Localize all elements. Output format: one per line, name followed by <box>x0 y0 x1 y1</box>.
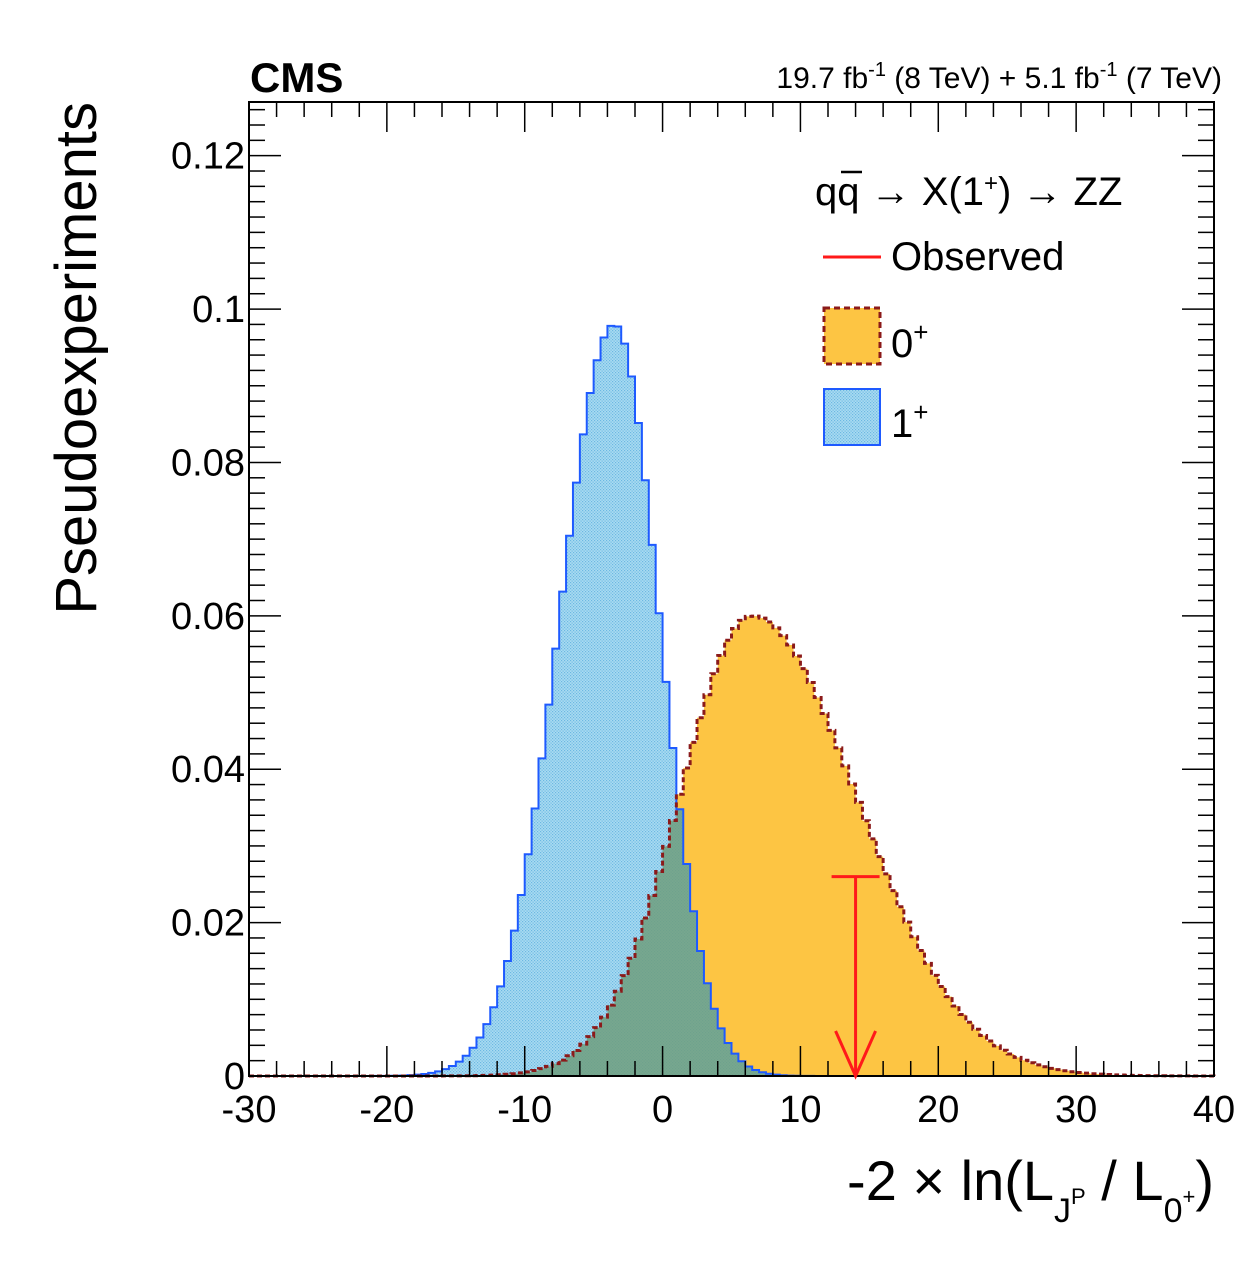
observed-arrowhead <box>834 1030 877 1080</box>
x-tick-label: 40 <box>1193 1089 1235 1131</box>
observed-arrow <box>831 875 880 1080</box>
axis-ticks <box>248 102 1215 1077</box>
x-tick-label: 0 <box>652 1089 673 1131</box>
x-tick-label: -10 <box>497 1089 552 1131</box>
x-tick-label: 10 <box>779 1089 821 1131</box>
y-tick-label: 0.06 <box>171 596 245 638</box>
legend-hyp0-label: 0+ <box>891 317 928 366</box>
legend-hyp1-label: 1+ <box>891 397 928 446</box>
histogram-fills <box>249 325 1214 1076</box>
luminosity-label: 19.7 fb-1 (8 TeV) + 5.1 fb-1 (7 TeV) <box>776 59 1222 95</box>
y-axis-label: Pseudoexperiments <box>44 102 109 615</box>
y-tick-label: 0.12 <box>171 136 245 178</box>
plot-frame <box>248 101 1215 1077</box>
x-tick-label: 30 <box>1055 1089 1097 1131</box>
x-tick-label: -20 <box>359 1089 414 1131</box>
legend-observed-label: Observed <box>891 235 1064 279</box>
y-tick-label: 0.08 <box>171 442 245 484</box>
legend-process-title: qq → X(1+) → ZZ <box>815 170 1122 214</box>
y-tick-label: 0.02 <box>171 903 245 945</box>
x-axis-label: -2 × ln(LJP / L0+) <box>847 1149 1214 1230</box>
y-tick-label: 0 <box>224 1056 245 1098</box>
legend-hyp0-swatch <box>822 306 882 366</box>
x-tick-label: -30 <box>222 1089 277 1131</box>
hyp0-fill <box>249 616 1214 1076</box>
legend: qq → X(1+) → ZZ Observed 0+ 1+ <box>815 170 1122 446</box>
y-tick-label: 0.04 <box>171 749 245 791</box>
y-tick-label: 0.1 <box>192 289 245 331</box>
legend-hyp1-swatch <box>823 388 881 446</box>
experiment-label: CMS <box>250 54 343 101</box>
x-tick-label: 20 <box>917 1089 959 1131</box>
axis-tick-labels: -30 -20 -10 0 10 20 30 40 0 0.02 0.04 0.06 0.08 0.1 0.… <box>171 136 1235 1131</box>
